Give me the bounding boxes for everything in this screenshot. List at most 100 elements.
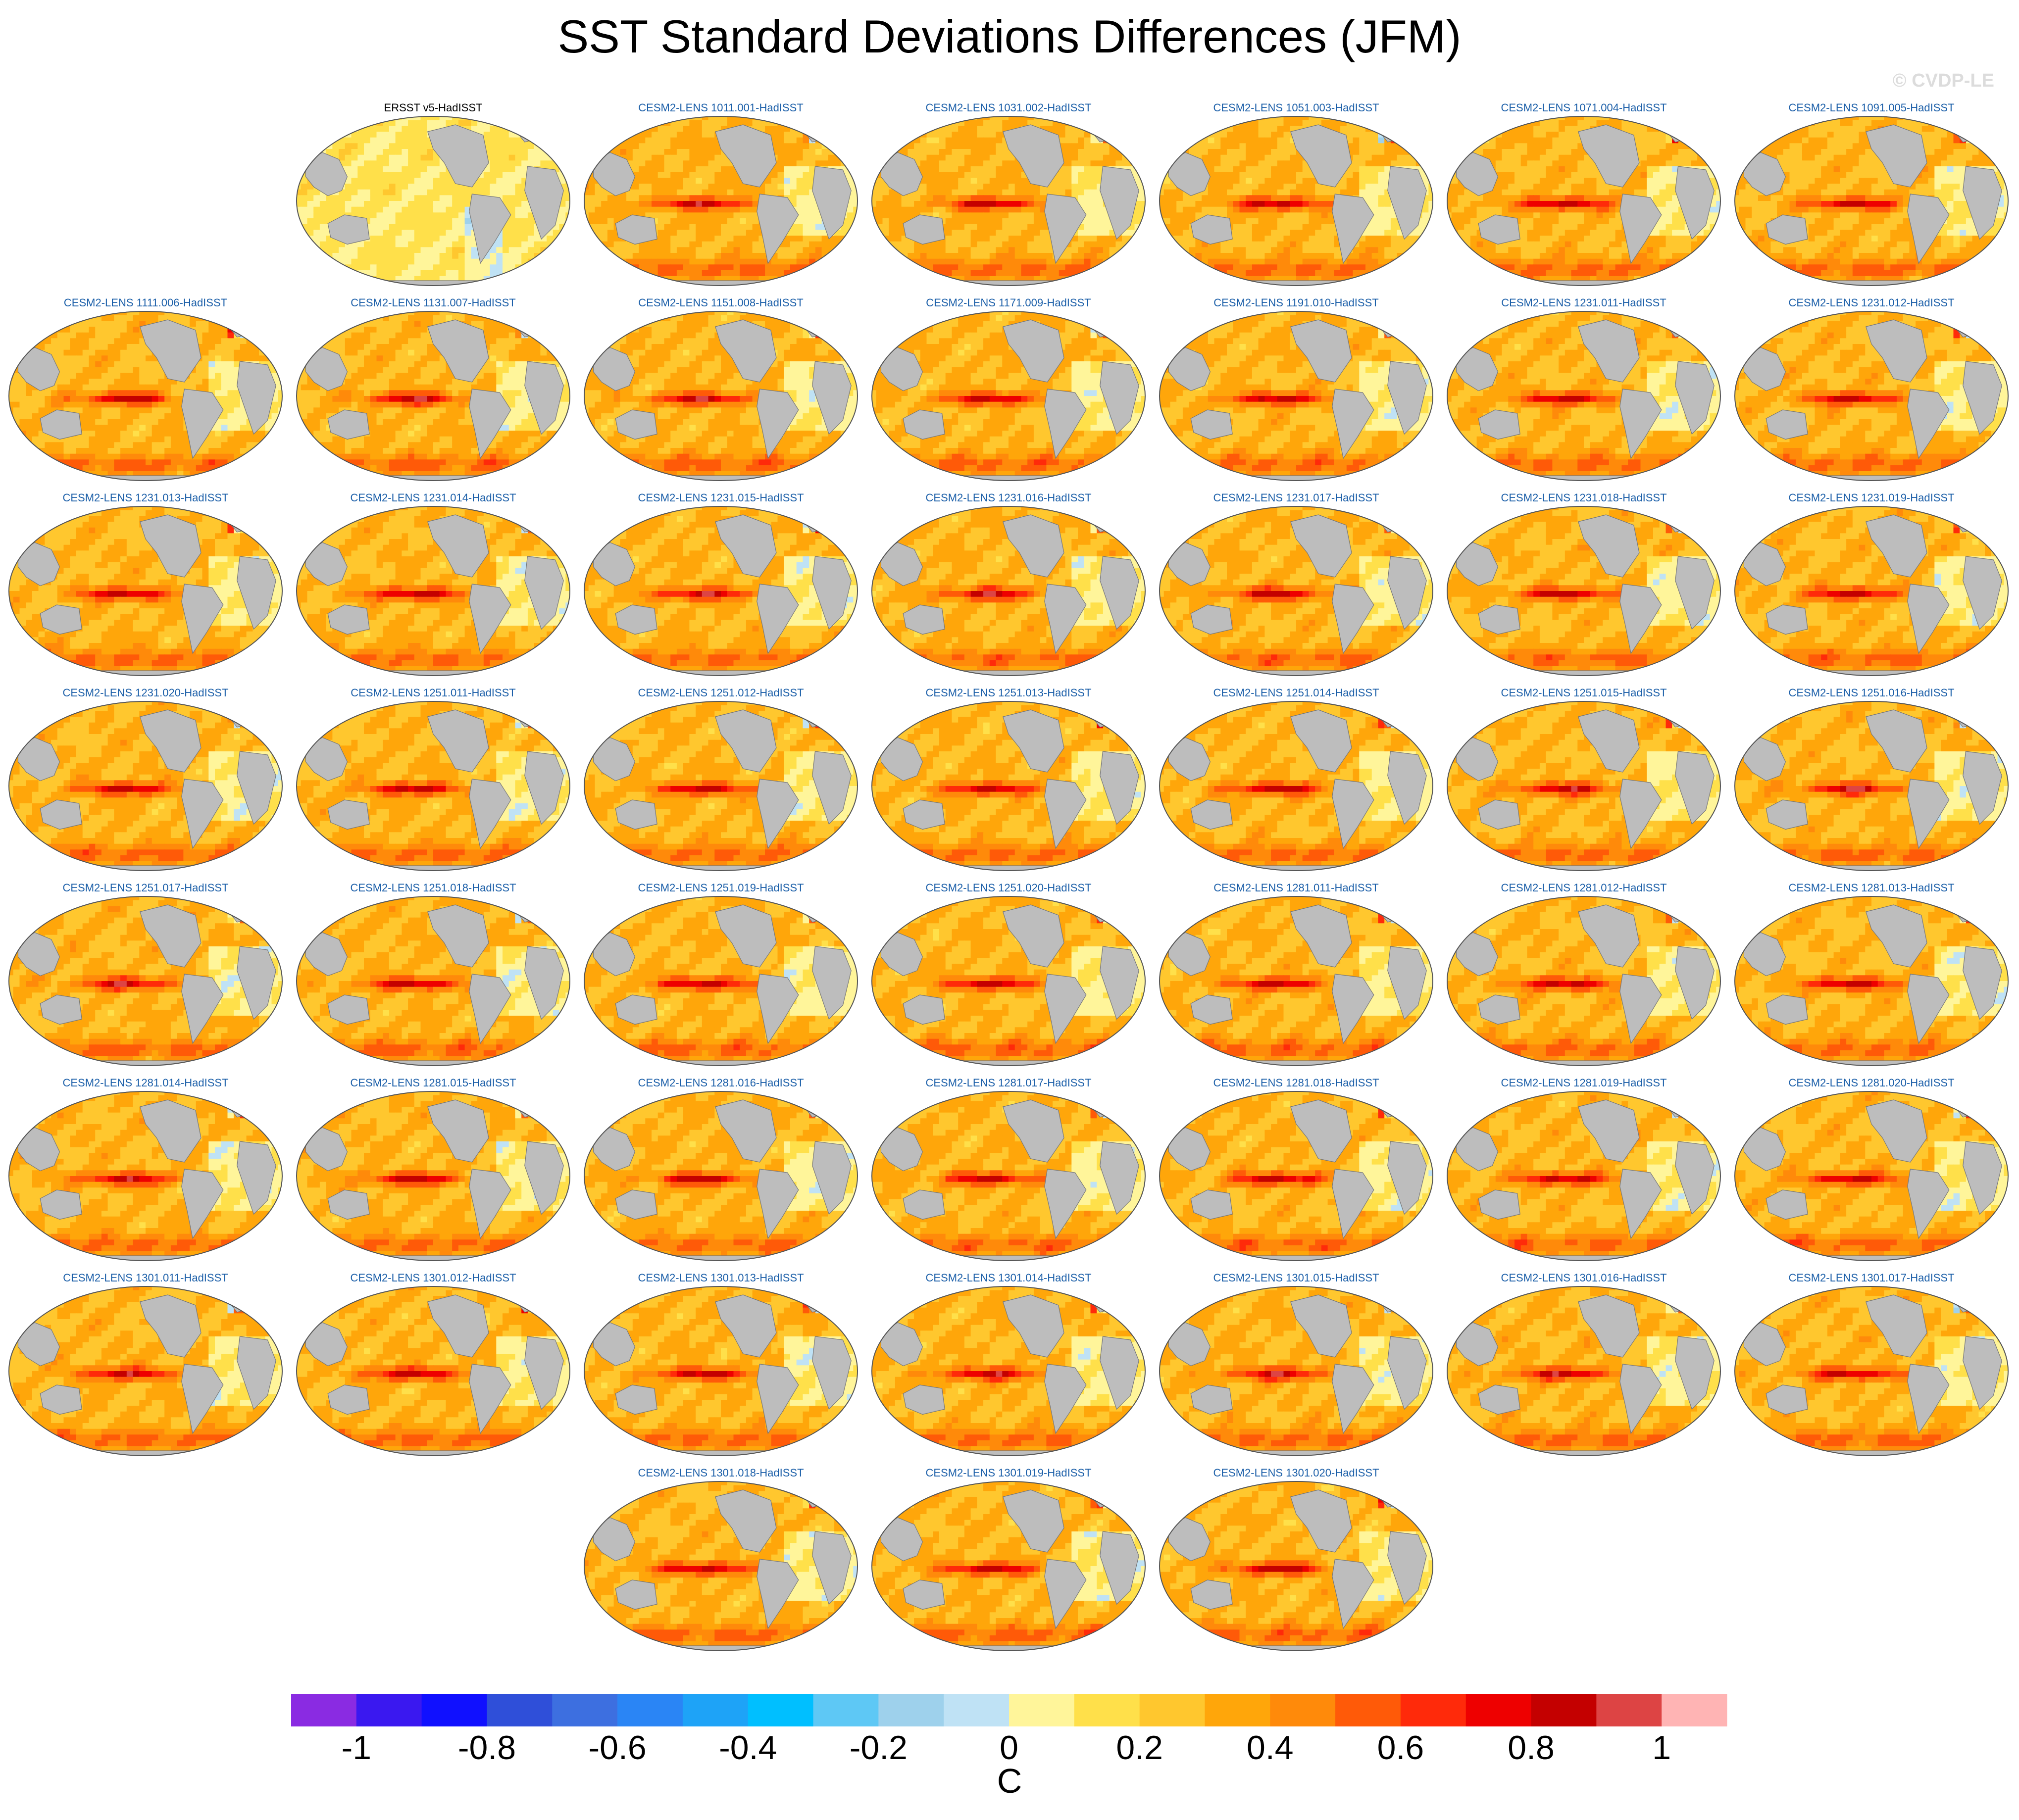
heatmap-cell [1202, 201, 1208, 207]
panel-map [870, 114, 1147, 288]
heatmap-cell [1002, 230, 1009, 236]
heatmap-cell [1110, 282, 1116, 288]
heatmap-cell [1214, 155, 1221, 161]
heatmap-cell [509, 242, 515, 247]
heatmap-cell [1170, 207, 1177, 213]
heatmap-cell [1164, 212, 1170, 218]
heatmap-cell [1078, 264, 1084, 270]
heatmap-cell [1128, 253, 1135, 259]
heatmap-cell [601, 253, 607, 259]
heatmap-cell [1214, 172, 1221, 178]
heatmap-cell [1264, 242, 1271, 247]
heatmap-cell [822, 236, 828, 242]
heatmap-cell [364, 166, 370, 172]
heatmap-cell [809, 236, 815, 242]
heatmap-cell [1227, 201, 1233, 207]
heatmap-cell [1321, 212, 1328, 218]
heatmap-cell [727, 190, 734, 196]
heatmap-cell [946, 270, 952, 276]
heatmap-cell [521, 120, 528, 126]
heatmap-cell [658, 236, 664, 242]
heatmap-cell [490, 270, 497, 276]
heatmap-cell [326, 195, 333, 201]
heatmap-cell [559, 160, 566, 166]
heatmap-cell [1115, 160, 1122, 166]
heatmap-cell [1264, 155, 1271, 161]
heatmap-cell [565, 120, 572, 126]
heatmap-cell [797, 224, 803, 230]
heatmap-cell [1027, 190, 1034, 196]
heatmap-cell [1128, 276, 1135, 282]
heatmap-cell [1403, 160, 1410, 166]
heatmap-cell [1002, 242, 1009, 247]
heatmap-cell [908, 143, 914, 149]
heatmap-cell [307, 218, 314, 224]
heatmap-cell [503, 160, 509, 166]
heatmap-cell [383, 160, 389, 166]
heatmap-cell [1002, 270, 1009, 276]
heatmap-cell [803, 120, 809, 126]
heatmap-cell [1410, 236, 1416, 242]
heatmap-cell [702, 160, 708, 166]
heatmap-cell [1009, 218, 1015, 224]
heatmap-cell [1422, 138, 1429, 144]
heatmap-cell [1015, 259, 1021, 265]
heatmap-cell [1009, 212, 1015, 218]
heatmap-cell [1097, 276, 1103, 282]
heatmap-cell [809, 218, 815, 224]
heatmap-cell [320, 132, 326, 138]
heatmap-cell [1214, 120, 1221, 126]
heatmap-cell [933, 114, 939, 120]
heatmap-cell [1202, 207, 1208, 213]
heatmap-cell [402, 264, 408, 270]
heatmap-cell [822, 114, 828, 120]
heatmap-cell [1284, 195, 1290, 201]
heatmap-cell [357, 114, 364, 120]
heatmap-cell [370, 149, 377, 155]
heatmap-cell [1021, 212, 1028, 218]
heatmap-cell [396, 224, 402, 230]
heatmap-cell [1233, 172, 1240, 178]
heatmap-cell [607, 207, 614, 213]
heatmap-cell [1284, 212, 1290, 218]
heatmap-cell [515, 201, 522, 207]
heatmap-cell [1202, 155, 1208, 161]
heatmap-cell [320, 236, 326, 242]
heatmap-cell [1110, 126, 1116, 132]
heatmap-cell [1384, 224, 1391, 230]
heatmap-cell [771, 132, 778, 138]
heatmap-cell [714, 236, 721, 242]
heatmap-cell [465, 230, 471, 236]
heatmap-cell [883, 126, 889, 132]
heatmap-cell [565, 224, 572, 230]
heatmap-cell [1422, 155, 1429, 161]
heatmap-cell [658, 282, 664, 288]
heatmap-cell [740, 264, 746, 270]
heatmap-cell [320, 276, 326, 282]
heatmap-cell [939, 132, 946, 138]
heatmap-cell [370, 166, 377, 172]
heatmap-cell [1034, 207, 1040, 213]
heatmap-cell [1135, 138, 1141, 144]
heatmap-cell [708, 120, 715, 126]
heatmap-cell [1277, 230, 1284, 236]
heatmap-cell [1252, 126, 1259, 132]
heatmap-cell [834, 143, 841, 149]
heatmap-cell [790, 184, 797, 190]
heatmap-cell [1202, 143, 1208, 149]
heatmap-cell [1170, 218, 1177, 224]
heatmap-cell [320, 195, 326, 201]
heatmap-cell [1227, 132, 1233, 138]
heatmap-cell [528, 224, 534, 230]
heatmap-cell [727, 270, 734, 276]
heatmap-cell [1059, 264, 1065, 270]
heatmap-cell [983, 132, 990, 138]
heatmap-cell [689, 149, 696, 155]
heatmap-cell [1183, 218, 1189, 224]
heatmap-cell [440, 207, 446, 213]
heatmap-cell [320, 201, 326, 207]
heatmap-cell [1259, 143, 1265, 149]
heatmap-cell [658, 126, 664, 132]
heatmap-cell [740, 242, 746, 247]
heatmap-cell [797, 247, 803, 253]
